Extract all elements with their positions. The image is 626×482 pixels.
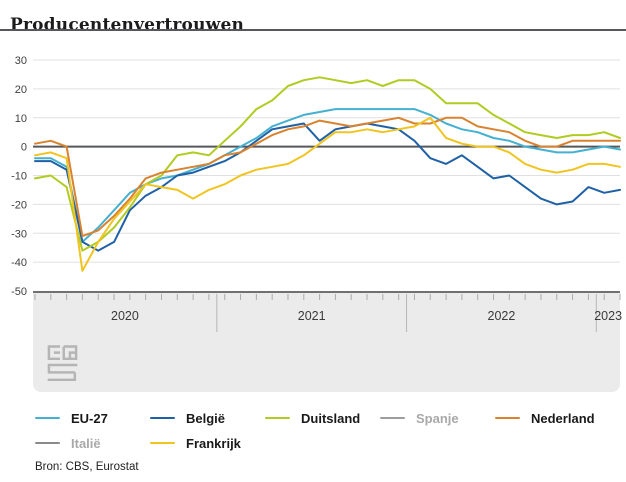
x-axis-band bbox=[33, 292, 620, 392]
legend-item-duitsland[interactable]: Duitsland bbox=[265, 410, 380, 426]
legend-label: Nederland bbox=[531, 410, 595, 426]
legend-swatch-icon bbox=[150, 417, 175, 419]
legend-swatch-icon bbox=[150, 442, 175, 444]
legend-label: Italië bbox=[71, 435, 101, 451]
legend-item-belgie[interactable]: België bbox=[150, 410, 265, 426]
legend-label: Frankrijk bbox=[186, 435, 241, 451]
y-axis-label: -30 bbox=[11, 228, 27, 240]
legend-item-frankrijk[interactable]: Frankrijk bbox=[150, 435, 265, 451]
legend-label: EU-27 bbox=[71, 410, 108, 426]
series-duitsland bbox=[34, 76, 621, 252]
legend-swatch-icon bbox=[495, 417, 520, 419]
title-divider bbox=[0, 29, 626, 31]
legend-label: Duitsland bbox=[301, 410, 361, 426]
legend-swatch-icon bbox=[35, 442, 60, 444]
y-axis-label: -20 bbox=[11, 199, 27, 211]
series-eu-27 bbox=[34, 108, 621, 243]
y-axis-label: -10 bbox=[11, 171, 27, 183]
year-label: 2021 bbox=[298, 309, 326, 323]
y-axis-label: -40 bbox=[11, 257, 27, 269]
series-belgie bbox=[34, 122, 621, 252]
legend-label: Spanje bbox=[416, 410, 459, 426]
line-chart: 30 20 10 0 -10 -20 -30 -40 -50 2020 2021 2022 2023 bbox=[11, 55, 622, 392]
legend-swatch-icon bbox=[35, 417, 60, 419]
source-note: Bron: CBS, Eurostat bbox=[35, 461, 139, 473]
series-frankrijk bbox=[34, 116, 621, 272]
legend-item-italie[interactable]: Italië bbox=[35, 435, 150, 451]
legend-swatch-icon bbox=[265, 417, 290, 419]
year-label: 2023 bbox=[594, 309, 622, 323]
series-nederland bbox=[34, 116, 621, 238]
cbs-logo-icon bbox=[47, 345, 78, 382]
chart-legend: EU-27 België Duitsland Spanje Nederland Itali… bbox=[35, 410, 620, 451]
legend-item-eu-27[interactable]: EU-27 bbox=[35, 410, 150, 426]
y-axis-label: 10 bbox=[15, 113, 27, 125]
legend-item-nederland[interactable]: Nederland bbox=[495, 410, 610, 426]
y-axis-label: 30 bbox=[15, 55, 27, 67]
y-axis-label: 20 bbox=[15, 84, 27, 96]
legend-label: België bbox=[186, 410, 226, 426]
year-label: 2020 bbox=[111, 309, 139, 323]
y-axis-label: -50 bbox=[11, 286, 27, 298]
y-axis-label: 0 bbox=[21, 142, 27, 154]
year-label: 2022 bbox=[488, 309, 516, 323]
legend-item-spanje[interactable]: Spanje bbox=[380, 410, 495, 426]
legend-swatch-icon bbox=[380, 417, 405, 419]
